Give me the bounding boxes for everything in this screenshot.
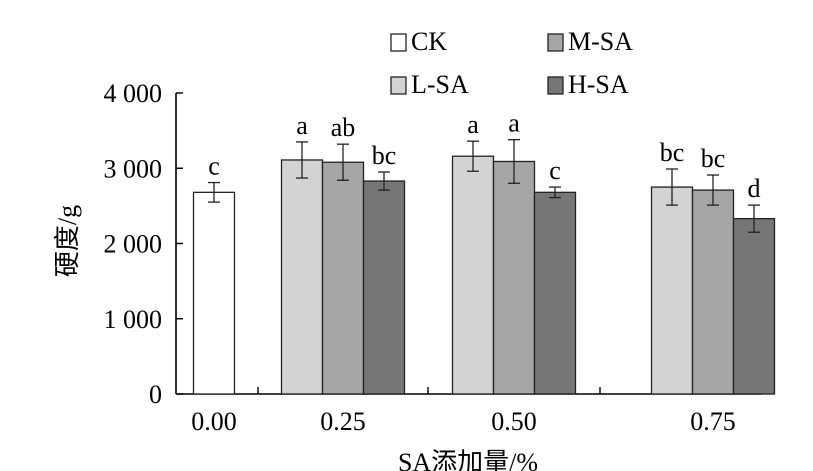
x-tick-label: 0.25: [320, 407, 366, 436]
significance-label: a: [467, 110, 479, 139]
significance-label: d: [748, 174, 761, 203]
bar: [533, 191, 577, 395]
chart-legend: CK L-SA M-SA H-SA: [390, 27, 633, 99]
x-tick-label: 0.50: [491, 407, 537, 436]
bar: [691, 189, 735, 395]
significance-label: a: [296, 111, 308, 140]
legend-label: H-SA: [568, 70, 629, 99]
legend-label: L-SA: [411, 70, 469, 99]
y-axis-label: 硬度/g: [53, 205, 82, 277]
bar: [362, 180, 406, 395]
significance-label: bc: [660, 138, 685, 167]
significance-label: bc: [701, 144, 726, 173]
bar: [321, 161, 365, 395]
significance-label: a: [508, 109, 520, 138]
bar: [451, 155, 495, 395]
y-tick-label: 4 000: [104, 79, 163, 108]
significance-label: bc: [372, 141, 397, 170]
bar: [492, 160, 536, 395]
y-tick-label: 1 000: [104, 305, 163, 334]
bar: [192, 191, 236, 395]
legend-label: CK: [411, 27, 447, 56]
chart-axes: 0 1 000 2 000 3 000 4 000 0.00 0.25 0.50 0.75: [104, 79, 763, 436]
significance-label: c: [208, 152, 220, 181]
bar: [732, 218, 776, 395]
legend-swatch: [390, 76, 407, 95]
legend-swatch: [390, 33, 407, 52]
x-tick-label: 0.00: [191, 407, 237, 436]
legend-label: M-SA: [568, 27, 633, 56]
legend-swatch: [547, 76, 564, 95]
x-axis-label: SA添加量/%: [398, 448, 538, 471]
legend-swatch: [547, 33, 564, 52]
y-tick-label: 3 000: [104, 154, 163, 183]
significance-label: c: [549, 156, 561, 185]
chart-bars: [192, 139, 776, 395]
bar: [280, 159, 324, 395]
y-tick-label: 0: [149, 380, 162, 409]
y-tick-label: 2 000: [104, 230, 163, 259]
significance-label: ab: [331, 113, 356, 142]
x-tick-label: 0.75: [690, 407, 736, 436]
bar: [650, 186, 694, 395]
